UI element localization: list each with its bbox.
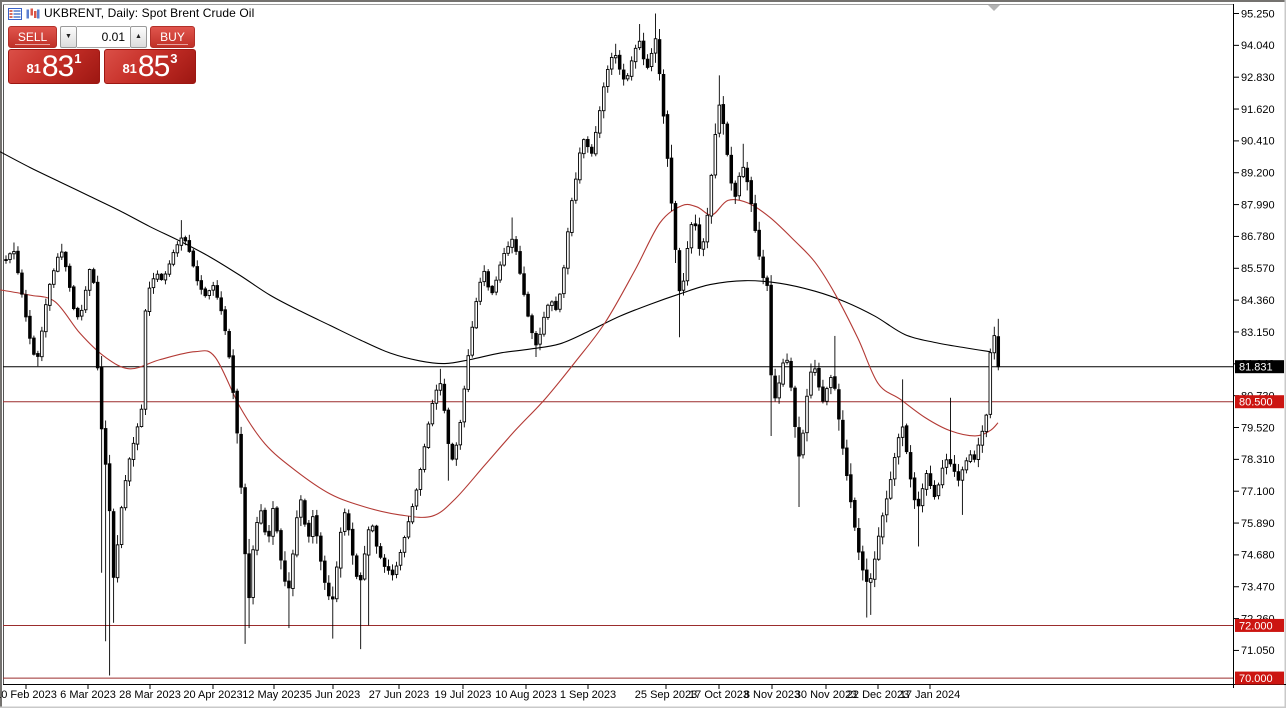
svg-text:79.520: 79.520 bbox=[1241, 422, 1275, 434]
svg-text:22 Dec 2023: 22 Dec 2023 bbox=[847, 689, 909, 701]
svg-text:74.680: 74.680 bbox=[1241, 550, 1275, 562]
svg-text:10 Feb 2023: 10 Feb 2023 bbox=[0, 689, 57, 701]
sell-button[interactable]: SELL bbox=[8, 26, 57, 48]
horizontal-lines[interactable] bbox=[3, 366, 1233, 679]
svg-text:1 Sep 2023: 1 Sep 2023 bbox=[560, 689, 616, 701]
svg-text:80.500: 80.500 bbox=[1239, 397, 1273, 409]
svg-text:83.150: 83.150 bbox=[1241, 327, 1275, 339]
svg-text:73.470: 73.470 bbox=[1241, 582, 1275, 594]
chart-title: UKBRENT, Daily: Spot Brent Crude Oil bbox=[44, 6, 255, 20]
price-axis[interactable]: 95.250 94.040 92.830 91.620 90.410 89.200 87.9… bbox=[1233, 8, 1275, 657]
svg-text:17 Oct 2023: 17 Oct 2023 bbox=[689, 689, 749, 701]
svg-text:87.990: 87.990 bbox=[1241, 199, 1275, 211]
sell-price-sup: 1 bbox=[74, 51, 82, 66]
svg-text:81.831: 81.831 bbox=[1239, 362, 1273, 374]
scroll-to-end-icon bbox=[988, 5, 1000, 11]
svg-text:95.250: 95.250 bbox=[1241, 8, 1275, 20]
svg-text:75.890: 75.890 bbox=[1241, 518, 1275, 530]
svg-text:25 Sep 2023: 25 Sep 2023 bbox=[635, 689, 697, 701]
svg-text:72.000: 72.000 bbox=[1239, 620, 1273, 632]
svg-text:71.050: 71.050 bbox=[1241, 645, 1275, 657]
svg-text:28 Mar 2023: 28 Mar 2023 bbox=[119, 689, 181, 701]
volume-input[interactable] bbox=[77, 26, 130, 48]
svg-text:12 May 2023: 12 May 2023 bbox=[242, 689, 306, 701]
price-badge-70.000: 70.000 bbox=[1235, 671, 1284, 685]
sell-price-button[interactable]: 81 83 1 bbox=[8, 49, 100, 84]
svg-text:10 Aug 2023: 10 Aug 2023 bbox=[495, 689, 557, 701]
svg-text:91.620: 91.620 bbox=[1241, 104, 1275, 116]
volume-decrease-button[interactable]: ▼ bbox=[60, 26, 77, 48]
svg-text:17 Jan 2024: 17 Jan 2024 bbox=[900, 689, 961, 701]
ma-slow-line bbox=[0, 151, 991, 365]
svg-text:70.000: 70.000 bbox=[1239, 673, 1273, 685]
svg-text:27 Jun 2023: 27 Jun 2023 bbox=[369, 689, 430, 701]
buy-button[interactable]: BUY bbox=[150, 26, 195, 48]
price-badge-81.831: 81.831 bbox=[1235, 360, 1284, 374]
svg-text:20 Apr 2023: 20 Apr 2023 bbox=[183, 689, 242, 701]
buy-price-prefix: 81 bbox=[122, 61, 137, 76]
svg-text:5 Jun 2023: 5 Jun 2023 bbox=[306, 689, 360, 701]
svg-text:94.040: 94.040 bbox=[1241, 40, 1275, 52]
svg-text:86.780: 86.780 bbox=[1241, 231, 1275, 243]
buy-price-sup: 3 bbox=[170, 51, 178, 66]
market-watch-icon bbox=[8, 7, 22, 20]
svg-text:30 Nov 2023: 30 Nov 2023 bbox=[795, 689, 857, 701]
svg-text:84.360: 84.360 bbox=[1241, 295, 1275, 307]
svg-text:77.100: 77.100 bbox=[1241, 486, 1275, 498]
volume-increase-button[interactable]: ▲ bbox=[130, 26, 147, 48]
svg-text:90.410: 90.410 bbox=[1241, 136, 1275, 148]
volume-stepper: ▼ ▲ bbox=[60, 26, 147, 48]
svg-text:89.200: 89.200 bbox=[1241, 168, 1275, 180]
plot-frame bbox=[3, 4, 1286, 688]
svg-text:78.310: 78.310 bbox=[1241, 454, 1275, 466]
price-badge-80.500: 80.500 bbox=[1235, 395, 1284, 409]
chart-title-bar: UKBRENT, Daily: Spot Brent Crude Oil bbox=[8, 5, 254, 21]
sell-price-big: 83 bbox=[41, 50, 74, 83]
candles bbox=[4, 13, 1001, 676]
chart-shift-icon bbox=[26, 7, 40, 19]
price-badge-72.000: 72.000 bbox=[1235, 618, 1284, 632]
ma-fast-line bbox=[0, 198, 999, 518]
buy-price-big: 85 bbox=[137, 50, 170, 83]
svg-text:8 Nov 2023: 8 Nov 2023 bbox=[744, 689, 800, 701]
price-badges: 81.831 80.500 72.000 70.000 bbox=[1235, 360, 1284, 685]
one-click-trade-panel: SELL ▼ ▲ BUY 81 83 1 81 85 3 bbox=[8, 26, 198, 84]
svg-text:6 Mar 2023: 6 Mar 2023 bbox=[60, 689, 116, 701]
buy-price-button[interactable]: 81 85 3 bbox=[104, 49, 196, 84]
date-axis[interactable]: 10 Feb 2023 6 Mar 2023 28 Mar 2023 20 Apr 2… bbox=[0, 685, 960, 701]
svg-text:19 Jul 2023: 19 Jul 2023 bbox=[435, 689, 492, 701]
svg-text:85.570: 85.570 bbox=[1241, 263, 1275, 275]
sell-price-prefix: 81 bbox=[26, 61, 41, 76]
svg-text:92.830: 92.830 bbox=[1241, 72, 1275, 84]
